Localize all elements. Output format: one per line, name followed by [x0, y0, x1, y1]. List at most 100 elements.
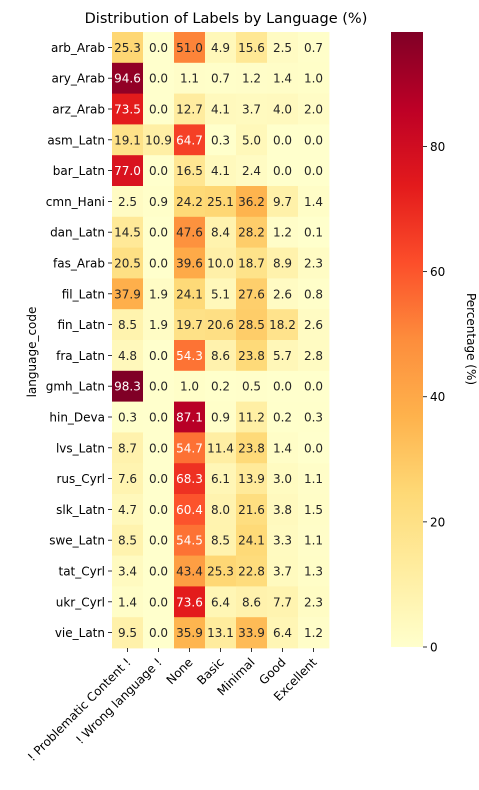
cell-value-label: 1.4 — [273, 72, 292, 86]
heatmap-cell — [174, 340, 206, 372]
heatmap-cell — [143, 432, 175, 464]
heatmap-cell — [298, 32, 330, 64]
heatmap-cell — [205, 401, 237, 433]
cell-value-label: 0.3 — [211, 133, 230, 147]
cell-value-label: 11.2 — [238, 411, 265, 425]
heatmap-cell — [112, 555, 144, 587]
column-label: None — [164, 655, 196, 687]
heatmap-cell — [174, 370, 206, 402]
cell-value-label: 3.8 — [273, 503, 292, 517]
row-label: fil_Latn — [62, 287, 105, 301]
cell-value-label: 0.0 — [304, 441, 323, 455]
cell-value-label: 0.0 — [149, 72, 168, 86]
heatmap-cell — [112, 463, 144, 495]
heatmap-cell — [236, 555, 268, 587]
heatmap-cell — [298, 524, 330, 556]
cell-value-label: 0.0 — [149, 257, 168, 271]
row-label: gmh_Latn — [46, 380, 105, 394]
heatmap-cell — [267, 617, 299, 649]
heatmap-cell — [205, 370, 237, 402]
heatmap-cell — [112, 617, 144, 649]
cell-value-label: 23.8 — [238, 441, 265, 455]
cell-value-label: 5.7 — [273, 349, 292, 363]
cell-value-label: 10.9 — [145, 133, 172, 147]
cell-value-label: 39.6 — [176, 257, 203, 271]
cell-value-label: 0.0 — [149, 164, 168, 178]
row-label: swe_Latn — [49, 534, 105, 548]
heatmap-cell — [236, 617, 268, 649]
cell-value-label: 24.1 — [238, 534, 265, 548]
cell-value-label: 0.0 — [304, 164, 323, 178]
heatmap-cell — [267, 463, 299, 495]
cell-value-label: 73.5 — [114, 103, 141, 117]
heatmap-cell — [267, 216, 299, 248]
heatmap-cell — [298, 62, 330, 94]
cell-value-label: 64.7 — [176, 133, 203, 147]
heatmap-cell — [143, 124, 175, 156]
heatmap-cell — [174, 247, 206, 279]
cell-value-label: 2.8 — [304, 349, 323, 363]
cell-value-label: 0.0 — [149, 534, 168, 548]
heatmap-cell — [143, 463, 175, 495]
cell-value-label: 0.9 — [149, 195, 168, 209]
cell-value-label: 8.5 — [118, 318, 137, 332]
cell-value-label: 8.6 — [242, 595, 261, 609]
heatmap-cell — [112, 155, 144, 187]
cell-value-label: 54.3 — [176, 349, 203, 363]
cell-value-label: 6.4 — [211, 595, 230, 609]
heatmap-cell — [143, 401, 175, 433]
heatmap-cell — [236, 309, 268, 341]
heatmap-cell — [267, 155, 299, 187]
cell-value-label: 36.2 — [238, 195, 265, 209]
heatmap-cell — [267, 62, 299, 94]
row-label: bar_Latn — [53, 164, 105, 178]
cell-value-label: 77.0 — [114, 164, 141, 178]
heatmap-cell — [236, 124, 268, 156]
cell-value-label: 1.9 — [149, 287, 168, 301]
heatmap-cell — [143, 216, 175, 248]
row-label: ary_Arab — [51, 72, 105, 86]
cell-value-label: 54.7 — [176, 441, 203, 455]
heatmap-cell — [174, 32, 206, 64]
cell-value-label: 24.1 — [176, 287, 203, 301]
heatmap-cell — [236, 278, 268, 310]
y-axis-label: language_code — [25, 307, 39, 398]
heatmap-cell — [298, 124, 330, 156]
colorbar: 0 20 40 60 80 Percentage (%) — [391, 32, 478, 655]
cell-value-label: 8.9 — [273, 257, 292, 271]
heatmap-cell — [267, 555, 299, 587]
heatmap-cell — [112, 247, 144, 279]
cell-value-label: 43.4 — [176, 565, 203, 579]
cell-value-label: 28.2 — [238, 226, 265, 240]
heatmap-cell — [143, 370, 175, 402]
cell-value-label: 2.6 — [273, 287, 292, 301]
heatmap-cell — [267, 340, 299, 372]
cell-value-label: 4.1 — [211, 164, 230, 178]
heatmap-cell — [112, 309, 144, 341]
cell-value-label: 2.3 — [304, 257, 323, 271]
cell-value-label: 0.0 — [273, 380, 292, 394]
cell-value-label: 19.1 — [114, 133, 141, 147]
heatmap-cell — [205, 62, 237, 94]
heatmap-cell — [112, 494, 144, 526]
cell-value-label: 1.3 — [304, 565, 323, 579]
heatmap-cell — [143, 278, 175, 310]
heatmap-cell — [267, 401, 299, 433]
cell-value-label: 54.5 — [176, 534, 203, 548]
cell-value-label: 5.1 — [211, 287, 230, 301]
cell-value-label: 1.2 — [304, 626, 323, 640]
cell-value-label: 22.8 — [238, 565, 265, 579]
cell-value-label: 0.0 — [149, 349, 168, 363]
heatmap-cell — [205, 617, 237, 649]
heatmap-cell — [143, 524, 175, 556]
row-label: fas_Arab — [53, 257, 105, 271]
heatmap-cell — [236, 494, 268, 526]
heatmap-cell — [143, 62, 175, 94]
heatmap-cell — [205, 555, 237, 587]
cell-value-label: 3.7 — [242, 103, 261, 117]
cell-value-label: 1.1 — [304, 534, 323, 548]
heatmap-cell — [143, 247, 175, 279]
heatmap-cell — [267, 309, 299, 341]
heatmap-cell — [298, 555, 330, 587]
cell-value-label: 0.0 — [149, 595, 168, 609]
